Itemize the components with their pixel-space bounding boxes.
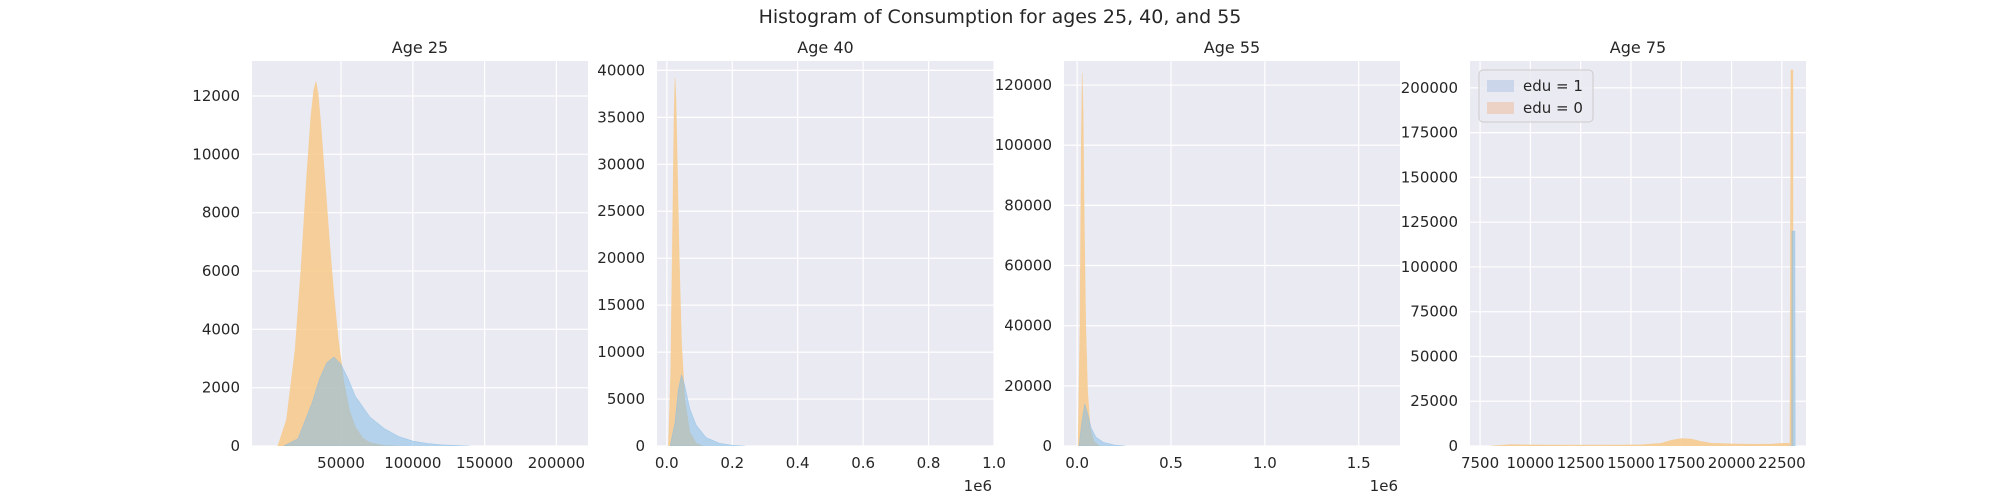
x-tick-label: 15000: [1607, 454, 1655, 472]
y-tick-label: 200000: [1401, 79, 1458, 97]
subplot-title: Age 55: [1204, 38, 1260, 57]
x-tick-label: 150000: [456, 454, 513, 472]
y-tick-label: 12000: [192, 87, 240, 105]
y-tick-label: 10000: [192, 145, 240, 163]
y-tick-label: 0: [635, 437, 645, 455]
legend-swatch: [1487, 80, 1514, 92]
plot-area: [1470, 61, 1806, 446]
y-tick-label: 30000: [597, 155, 645, 173]
y-tick-label: 10000: [597, 343, 645, 361]
x-tick-label: 22500: [1758, 454, 1806, 472]
x-tick-label: 0.0: [655, 454, 679, 472]
y-tick-label: 20000: [597, 249, 645, 267]
subplot-age-75: 0 25000 50000 75000 100000 125000 150000 175000…: [1401, 38, 1806, 472]
legend-swatch: [1487, 102, 1514, 114]
y-tick-label: 15000: [597, 296, 645, 314]
y-tick-label: 60000: [1004, 257, 1052, 275]
y-tick-label: 0: [1448, 437, 1458, 455]
y-tick-label: 40000: [1004, 317, 1052, 335]
y-tick-label: 80000: [1004, 196, 1052, 214]
x-tick-label: 10000: [1506, 454, 1554, 472]
y-tick-label: 5000: [607, 390, 645, 408]
histogram-edu-1: [1078, 403, 1126, 446]
x-tick-label: 20000: [1708, 454, 1756, 472]
histogram-edu-1: [1787, 230, 1796, 446]
x-tick-label: 0.8: [917, 454, 941, 472]
y-tick-label: 4000: [202, 320, 240, 338]
y-tick-label: 100000: [1401, 258, 1458, 276]
y-tick-label: 50000: [1410, 347, 1458, 365]
y-tick-label: 125000: [1401, 213, 1458, 231]
x-tick-label: 1.0: [1253, 454, 1277, 472]
y-tick-label: 2000: [202, 379, 240, 397]
subplot-age-55: 0 20000 40000 60000 80000 100000 120000 0.0 0.5 1…: [995, 38, 1400, 495]
y-tick-label: 25000: [1410, 392, 1458, 410]
plot-area: [657, 61, 994, 446]
y-tick-label: 25000: [597, 202, 645, 220]
subplot-title: Age 75: [1610, 38, 1666, 57]
y-tick-label: 6000: [202, 262, 240, 280]
x-tick-label: 0.6: [851, 454, 875, 472]
x-tick-label: 50000: [317, 454, 365, 472]
y-tick-label: 150000: [1401, 168, 1458, 186]
subplot-title: Age 40: [797, 38, 853, 57]
x-tick-label: 0.2: [720, 454, 744, 472]
x-tick-label: 7500: [1461, 454, 1499, 472]
histogram-edu-0: [1490, 69, 1794, 446]
x-tick-label: 0.0: [1065, 454, 1089, 472]
subplot-title: Age 25: [392, 38, 448, 57]
y-tick-label: 40000: [597, 61, 645, 79]
legend-label: edu = 0: [1523, 99, 1583, 117]
x-tick-label: 1.0: [982, 454, 1006, 472]
x-tick-label: 1.5: [1347, 454, 1371, 472]
x-tick-label: 0.5: [1159, 454, 1183, 472]
legend: edu = 1 edu = 0: [1478, 69, 1594, 123]
x-tick-label: 12500: [1557, 454, 1605, 472]
x-tick-label: 200000: [528, 454, 585, 472]
y-tick-label: 75000: [1410, 303, 1458, 321]
plot-area: [1064, 61, 1400, 446]
subplot-age-40: 0 5000 10000 15000 20000 25000 30000 35000 40000…: [597, 38, 1006, 495]
y-tick-label: 35000: [597, 108, 645, 126]
histogram-edu-1: [283, 356, 471, 446]
x-tick-label: 17500: [1657, 454, 1705, 472]
y-tick-label: 0: [230, 437, 240, 455]
x-tick-label: 0.4: [786, 454, 810, 472]
y-tick-label: 0: [1042, 437, 1052, 455]
histogram-edu-1: [669, 374, 746, 446]
subplot-age-25: 0 2000 4000 6000 8000 10000 12000 50000 100000 15…: [192, 38, 588, 472]
x-offset-label: 1e6: [1370, 477, 1398, 495]
y-tick-label: 8000: [202, 204, 240, 222]
x-tick-label: 100000: [384, 454, 441, 472]
y-tick-label: 120000: [995, 76, 1052, 94]
y-tick-label: 175000: [1401, 124, 1458, 142]
legend-label: edu = 1: [1523, 77, 1583, 95]
figure-title: Histogram of Consumption for ages 25, 40…: [758, 6, 1242, 28]
x-offset-label: 1e6: [964, 477, 992, 495]
y-tick-label: 100000: [995, 136, 1052, 154]
y-tick-label: 20000: [1004, 377, 1052, 395]
